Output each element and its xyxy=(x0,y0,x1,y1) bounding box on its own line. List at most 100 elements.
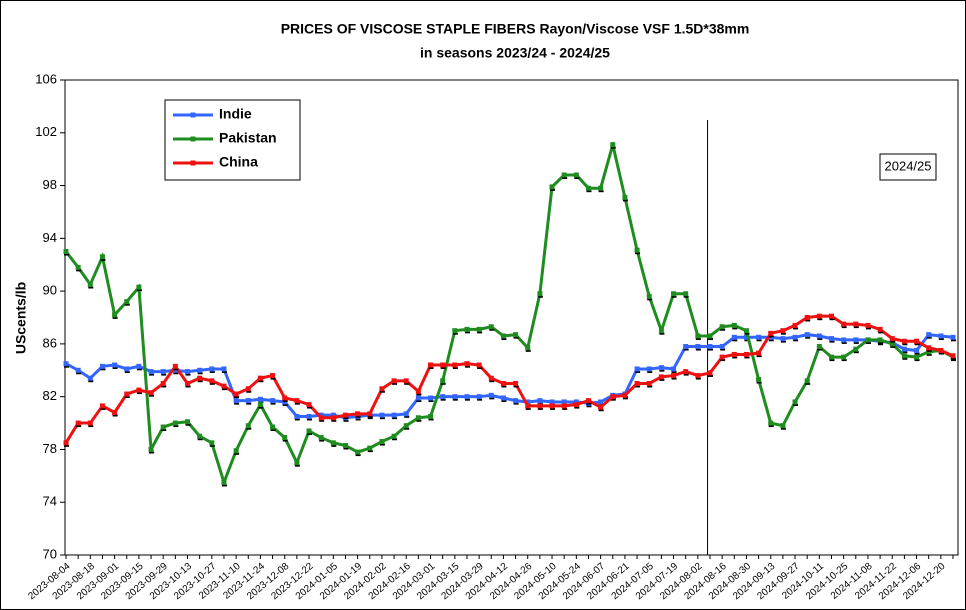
marker xyxy=(914,347,920,353)
marker xyxy=(914,354,920,360)
marker-shadow xyxy=(671,370,677,373)
marker xyxy=(816,313,822,319)
marker xyxy=(938,347,944,353)
marker xyxy=(950,353,956,359)
series-line xyxy=(64,144,954,488)
marker xyxy=(658,374,664,380)
marker xyxy=(464,361,470,367)
marker xyxy=(743,334,749,340)
marker-shadow xyxy=(501,399,507,402)
marker xyxy=(464,326,470,332)
marker xyxy=(257,396,263,402)
marker xyxy=(342,442,348,448)
marker xyxy=(646,293,652,299)
marker-shadow xyxy=(416,419,422,422)
marker-shadow xyxy=(464,331,470,334)
marker-shadow xyxy=(890,345,896,348)
marker xyxy=(841,321,847,327)
marker-shadow xyxy=(416,399,422,402)
marker-shadow xyxy=(428,418,434,421)
marker xyxy=(355,449,361,455)
marker-shadow xyxy=(805,336,811,339)
y-tick-label: 90 xyxy=(43,283,57,298)
marker xyxy=(792,334,798,340)
marker xyxy=(379,412,385,418)
legend-label: China xyxy=(219,154,258,170)
marker-shadow xyxy=(914,343,920,346)
y-axis-label: UScents/lb xyxy=(13,282,29,354)
marker xyxy=(841,354,847,360)
marker-shadow xyxy=(343,419,349,422)
marker-shadow xyxy=(707,348,713,351)
marker-shadow xyxy=(805,319,811,322)
marker-shadow xyxy=(307,432,313,435)
marker-shadow xyxy=(878,331,884,334)
marker-shadow xyxy=(683,295,689,298)
marker-shadow xyxy=(598,190,604,193)
marker xyxy=(938,333,944,339)
marker xyxy=(683,369,689,375)
marker xyxy=(270,373,276,379)
marker-shadow xyxy=(112,414,118,417)
marker-shadow xyxy=(720,359,726,362)
marker xyxy=(294,460,300,466)
marker xyxy=(695,333,701,339)
marker xyxy=(136,363,142,369)
marker xyxy=(573,402,579,408)
marker xyxy=(525,403,531,409)
marker-shadow xyxy=(258,380,264,383)
marker-shadow xyxy=(112,316,118,319)
marker-shadow xyxy=(829,340,835,343)
marker-shadow xyxy=(452,332,458,335)
marker-shadow xyxy=(440,382,446,385)
marker-shadow xyxy=(768,335,774,338)
marker-shadow xyxy=(817,337,823,340)
marker-shadow xyxy=(197,380,203,383)
marker-shadow xyxy=(149,394,155,397)
marker xyxy=(87,375,93,381)
marker-shadow xyxy=(124,303,130,306)
marker xyxy=(197,367,203,373)
y-tick-label: 74 xyxy=(43,494,57,509)
marker-shadow xyxy=(744,356,750,359)
marker xyxy=(403,378,409,384)
marker-shadow xyxy=(234,396,240,399)
marker xyxy=(865,337,871,343)
marker xyxy=(367,411,373,417)
marker xyxy=(87,282,93,288)
marker-shadow xyxy=(258,406,264,409)
marker xyxy=(124,299,130,305)
marker xyxy=(804,378,810,384)
marker xyxy=(148,390,154,396)
marker xyxy=(428,413,434,419)
marker xyxy=(901,353,907,359)
marker-shadow xyxy=(477,331,483,334)
marker xyxy=(415,415,421,421)
marker xyxy=(828,354,834,360)
marker xyxy=(318,435,324,441)
marker-shadow xyxy=(817,348,823,351)
marker-shadow xyxy=(501,337,507,340)
marker xyxy=(549,184,555,190)
marker xyxy=(889,336,895,342)
marker xyxy=(136,284,142,290)
marker-shadow xyxy=(550,407,556,410)
marker xyxy=(99,403,105,409)
marker-shadow xyxy=(197,438,203,441)
marker-shadow xyxy=(355,418,361,421)
marker-shadow xyxy=(951,359,956,362)
marker-shadow xyxy=(647,370,653,373)
legend-marker xyxy=(190,136,196,142)
marker xyxy=(306,413,312,419)
marker xyxy=(197,433,203,439)
marker xyxy=(804,332,810,338)
marker xyxy=(780,328,786,334)
marker-shadow xyxy=(100,368,106,371)
marker-shadow xyxy=(367,415,373,418)
marker xyxy=(148,369,154,375)
marker-shadow xyxy=(768,425,774,428)
marker-shadow xyxy=(501,385,507,388)
marker-shadow xyxy=(574,406,580,409)
y-tick-label: 86 xyxy=(43,335,57,350)
